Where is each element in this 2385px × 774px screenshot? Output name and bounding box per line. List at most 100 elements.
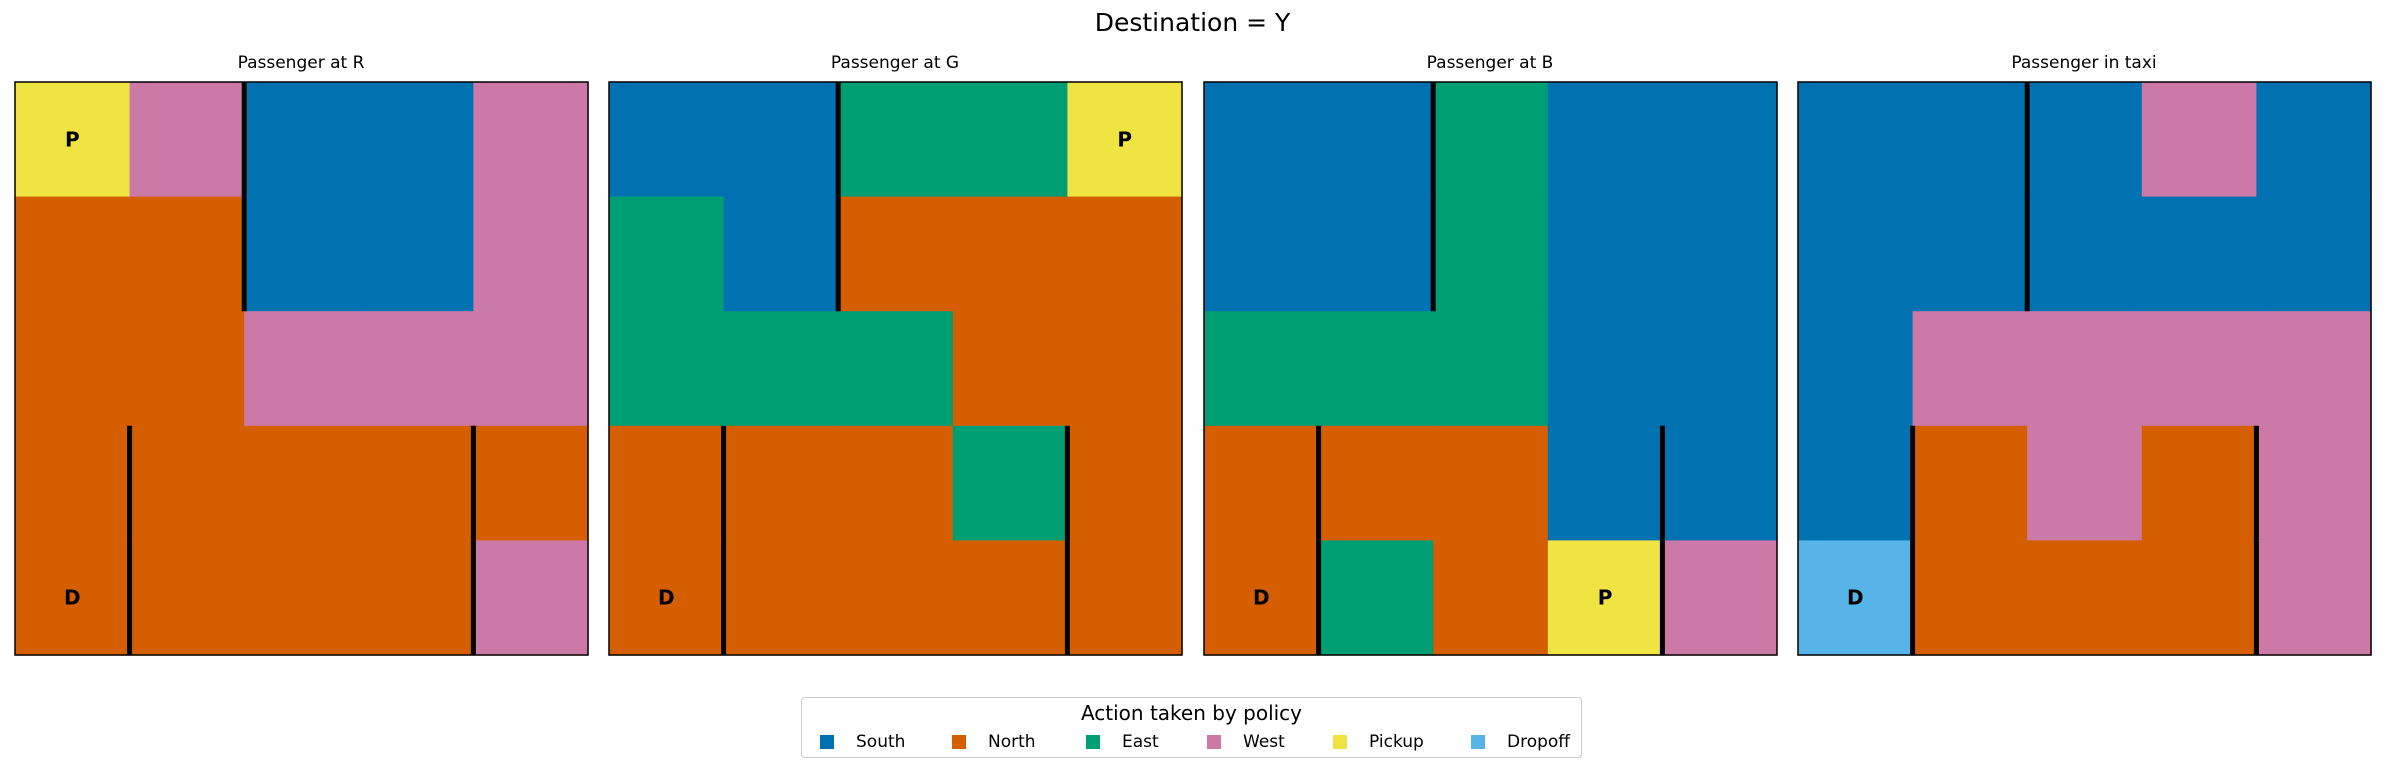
panel-frame-2	[608, 81, 1183, 656]
heatmap-cell-2-r4-c1	[723, 540, 839, 656]
heatmap-cell-2-r3-c0	[609, 425, 725, 541]
heatmap-cell-3-r3-c2	[1433, 425, 1549, 541]
heatmap-cell-1-r2-c2	[244, 311, 360, 427]
heatmap-cell-2-r0-c0	[609, 82, 725, 198]
heatmap-cell-2-r1-c4	[1067, 196, 1183, 312]
heatmap-cell-1-r1-c4	[473, 196, 589, 312]
heatmap-cell-2-r3-c4	[1067, 425, 1183, 541]
heatmap-cell-3-r1-c2	[1433, 196, 1549, 312]
heatmap-cell-1-r1-c2	[244, 196, 360, 312]
heatmap-cell-2-r1-c0	[609, 196, 725, 312]
heatmap-cell-2-r2-c1	[723, 311, 839, 427]
heatmap-cell-1-r3-c1	[129, 425, 245, 541]
heatmap-cell-4-r1-c0	[1798, 196, 1914, 312]
marker-2-pickup: P	[1117, 127, 1132, 151]
legend-swatch-north	[952, 735, 966, 749]
heatmap-panel-3: PD	[1203, 81, 1778, 656]
heatmap-cell-2-r4-c4	[1067, 540, 1183, 656]
legend-swatch-west	[1207, 735, 1221, 749]
heatmap-cell-3-r1-c3	[1547, 196, 1663, 312]
legend-swatch-pickup	[1333, 735, 1347, 749]
heatmap-cell-3-r4-c3	[1547, 540, 1663, 656]
heatmap-cell-1-r3-c4	[473, 425, 589, 541]
heatmap-cell-2-r4-c3	[952, 540, 1068, 656]
heatmap-cell-2-r2-c2	[838, 311, 954, 427]
heatmap-cell-1-r3-c0	[15, 425, 131, 541]
legend-label-east: East	[1122, 732, 1159, 752]
panel-title-4: Passenger in taxi	[2011, 53, 2157, 73]
heatmap-panel-2: PD	[608, 81, 1183, 656]
heatmap-cell-1-r0-c1	[129, 82, 245, 198]
heatmap-cell-3-r2-c3	[1547, 311, 1663, 427]
legend-item-north: North	[952, 731, 1036, 753]
legend: Action taken by policy South North East …	[801, 697, 1582, 758]
heatmap-cell-4-r2-c0	[1798, 311, 1914, 427]
heatmap-cell-4-r0-c1	[1912, 82, 2028, 198]
heatmap-cell-1-r0-c3	[358, 82, 474, 198]
heatmap-cell-4-r1-c3	[2141, 196, 2257, 312]
legend-swatch-dropoff	[1471, 735, 1485, 749]
legend-label-dropoff: Dropoff	[1507, 732, 1571, 752]
heatmap-cell-1-r2-c1	[129, 311, 245, 427]
legend-label-north: North	[988, 732, 1036, 752]
heatmap-cell-1-r0-c4	[473, 82, 589, 198]
legend-item-west: West	[1207, 731, 1285, 753]
legend-item-south: South	[820, 731, 905, 753]
heatmap-cell-2-r1-c3	[952, 196, 1068, 312]
figure-title: Destination = Y	[1094, 8, 1291, 37]
heatmap-cell-2-r0-c3	[952, 82, 1068, 198]
heatmap-panel-4: D	[1797, 81, 2372, 656]
heatmap-cell-2-r3-c3	[952, 425, 1068, 541]
heatmap-cell-4-r3-c3	[2141, 425, 2257, 541]
legend-item-dropoff: Dropoff	[1471, 731, 1570, 753]
heatmap-cell-3-r0-c3	[1547, 82, 1663, 198]
heatmap-cell-4-r2-c3	[2141, 311, 2257, 427]
heatmap-cell-1-r1-c0	[15, 196, 131, 312]
heatmap-cell-1-r0-c2	[244, 82, 360, 198]
panel-title-2: Passenger at G	[830, 53, 960, 73]
heatmap-cell-1-r4-c0	[15, 540, 131, 656]
heatmap-cell-3-r0-c1	[1318, 82, 1434, 198]
heatmap-cell-4-r0-c3	[2141, 82, 2257, 198]
heatmap-cell-4-r3-c0	[1798, 425, 1914, 541]
legend-label-south: South	[856, 732, 906, 752]
heatmap-cell-2-r1-c1	[723, 196, 839, 312]
heatmap-cell-1-r2-c0	[15, 311, 131, 427]
heatmap-cell-2-r1-c2	[838, 196, 954, 312]
marker-4-destination: D	[1847, 586, 1864, 610]
heatmap-cell-3-r4-c0	[1204, 540, 1320, 656]
heatmap-cell-4-r1-c1	[1912, 196, 2028, 312]
marker-3-destination: D	[1253, 586, 1270, 610]
heatmap-cell-3-r1-c0	[1204, 196, 1320, 312]
heatmap-cell-2-r2-c0	[609, 311, 725, 427]
heatmap-cell-3-r1-c1	[1318, 196, 1434, 312]
heatmap-cell-4-r2-c4	[2256, 311, 2372, 427]
heatmap-cell-2-r2-c3	[952, 311, 1068, 427]
heatmap-cell-1-r3-c3	[358, 425, 474, 541]
legend-item-east: East	[1086, 731, 1159, 753]
heatmap-cell-1-r4-c1	[129, 540, 245, 656]
heatmap-cell-3-r2-c1	[1318, 311, 1434, 427]
heatmap-cell-4-r2-c2	[2027, 311, 2143, 427]
legend-swatch-south	[820, 735, 834, 749]
heatmap-cell-4-r4-c4	[2256, 540, 2372, 656]
heatmap-cell-4-r4-c3	[2141, 540, 2257, 656]
heatmap-cell-1-r1-c1	[129, 196, 245, 312]
heatmap-cell-1-r2-c3	[358, 311, 474, 427]
legend-swatch-east	[1086, 735, 1100, 749]
marker-1-pickup: P	[65, 127, 80, 151]
heatmap-cell-4-r3-c2	[2027, 425, 2143, 541]
heatmap-cell-1-r4-c4	[473, 540, 589, 656]
panel-title-3: Passenger at B	[1426, 53, 1554, 73]
heatmap-cell-3-r3-c4	[1662, 425, 1778, 541]
marker-2-destination: D	[658, 586, 675, 610]
heatmap-cell-4-r0-c0	[1798, 82, 1914, 198]
heatmap-cell-3-r3-c3	[1547, 425, 1663, 541]
heatmap-cell-3-r0-c0	[1204, 82, 1320, 198]
legend-label-west: West	[1243, 732, 1285, 752]
heatmap-cell-4-r0-c2	[2027, 82, 2143, 198]
heatmap-cell-3-r4-c4	[1662, 540, 1778, 656]
heatmap-cell-1-r3-c2	[244, 425, 360, 541]
panel-title-1: Passenger at R	[237, 53, 365, 73]
